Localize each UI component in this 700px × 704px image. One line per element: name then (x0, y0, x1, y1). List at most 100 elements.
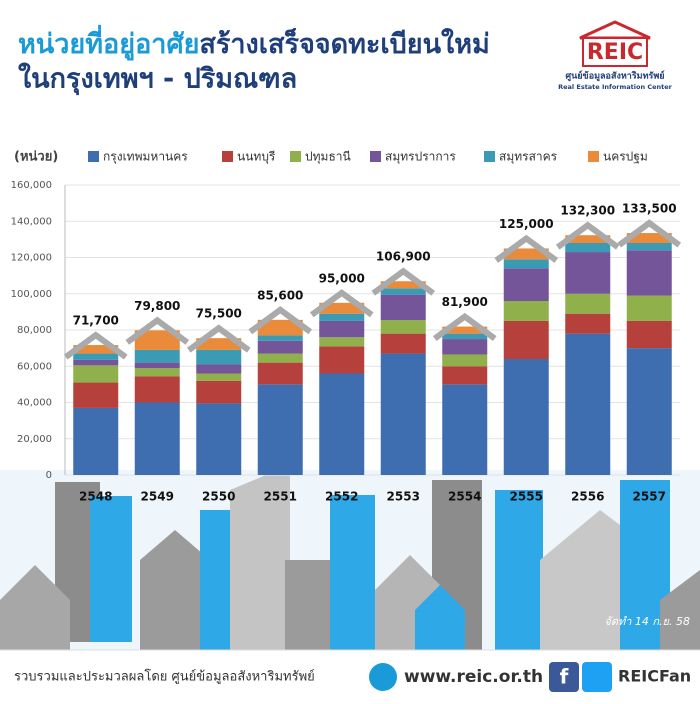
bar-segment (503, 301, 549, 321)
bar-segment (134, 349, 180, 363)
legend-swatch (222, 151, 233, 162)
x-tick-label: 2552 (325, 490, 358, 504)
y-axis-label: (หน่วย) (14, 150, 58, 165)
total-label: 79,800 (134, 299, 180, 313)
y-tick-label: 100,000 (11, 289, 52, 300)
y-tick-label: 140,000 (11, 216, 52, 227)
y-tick-label: 20,000 (17, 434, 52, 445)
total-label: 81,900 (442, 295, 488, 309)
bar-segment (134, 402, 180, 475)
legend-label: ปทุมธานี (305, 150, 351, 165)
bar-segment (73, 345, 119, 354)
facebook-icon[interactable] (549, 662, 579, 692)
bar-segment (319, 337, 365, 347)
bar-segment (319, 373, 365, 475)
legend-swatch (370, 151, 381, 162)
total-label: 75,500 (196, 307, 242, 321)
legend-label: นนทบุรี (237, 150, 276, 165)
title: หน่วยที่อยู่อาศัยสร้างเสร็จจดทะเบียนใหม่ (18, 24, 490, 61)
bar-segment (257, 384, 303, 475)
globe-icon (369, 663, 397, 691)
legend-label: นครปฐม (603, 150, 648, 164)
bar-segment (442, 354, 488, 367)
x-tick-label: 2555 (510, 490, 543, 504)
bar-segment (442, 366, 488, 385)
x-tick-label: 2549 (141, 490, 174, 504)
x-tick-label: 2550 (202, 490, 235, 504)
legend-swatch (588, 151, 599, 162)
bar-segment (73, 382, 119, 408)
bar-segment (380, 353, 426, 475)
bar-segment (565, 333, 611, 475)
bar-segment (626, 250, 672, 296)
bar-segment (503, 268, 549, 301)
bar-segment (565, 243, 611, 253)
title-highlight: หน่วยที่อยู่อาศัย (18, 24, 199, 61)
bar-segment (380, 281, 426, 289)
bar-segment (134, 362, 180, 369)
y-tick-label: 160,000 (11, 180, 52, 191)
title-rest: สร้างเสร็จจดทะเบียนใหม่ (199, 26, 489, 60)
bar-segment (257, 362, 303, 385)
total-label: 95,000 (319, 271, 365, 285)
roof-marker (125, 316, 190, 345)
bar-segment (134, 368, 180, 377)
date-note: จัดทำ 14 ก.ย. 58 (604, 615, 690, 628)
bar-segment (565, 293, 611, 314)
x-tick-label: 2554 (448, 490, 481, 504)
logo-thai: ศูนย์ข้อมูลอสังหาริมทรัพย์ (565, 70, 664, 82)
bar-segment (73, 407, 119, 475)
bar-segment (503, 248, 549, 260)
bar-segment (257, 353, 303, 363)
roof-marker (309, 289, 374, 318)
roof-marker (617, 219, 682, 248)
bar-segment (503, 320, 549, 359)
bar-segment (196, 364, 242, 374)
legend-label: กรุงเทพมหานคร (103, 150, 188, 165)
bar-segment (565, 252, 611, 294)
bar-segment (380, 294, 426, 321)
bar-segment (442, 326, 488, 334)
bar-segment (196, 349, 242, 365)
twitter-icon[interactable] (582, 662, 612, 692)
legend-swatch (484, 151, 495, 162)
roof-marker (494, 234, 559, 263)
title-line2: ในกรุงเทพฯ - ปริมณฑล (18, 63, 297, 96)
total-label: 71,700 (73, 314, 119, 328)
bar-segment (319, 313, 365, 321)
roof-marker (248, 306, 313, 335)
bar-segment (503, 259, 549, 269)
bar-segment (196, 380, 242, 404)
legend-label: สมุทรสาคร (499, 150, 558, 165)
roof-marker (63, 331, 128, 360)
x-tick-label: 2557 (633, 490, 666, 504)
y-tick-label: 40,000 (17, 398, 52, 409)
x-tick-label: 2548 (79, 490, 112, 504)
bar-segment (626, 295, 672, 321)
roof-marker (371, 267, 436, 296)
legend-swatch (290, 151, 301, 162)
bar-segment (503, 359, 549, 475)
bar-segment (626, 320, 672, 349)
website[interactable]: www.reic.or.th (404, 667, 543, 687)
facebook-glyph: f (560, 665, 569, 689)
logo: REIC ศูนย์ข้อมูลอสังหาริมทรัพย์ Real Est… (558, 20, 673, 91)
bar-segment (380, 288, 426, 295)
bar-segment (319, 302, 365, 314)
bar-segment (257, 335, 303, 341)
y-tick-label: 0 (46, 470, 52, 481)
roof-marker (186, 324, 251, 353)
x-tick-label: 2553 (387, 490, 420, 504)
total-label: 106,900 (376, 250, 431, 264)
x-tick-label: 2551 (264, 490, 297, 504)
credit: รวบรวมและประมวลผลโดย ศูนย์ข้อมูลอสังหาริ… (14, 669, 315, 685)
bar-segment (626, 348, 672, 475)
bar-segment (73, 365, 119, 383)
logo-english: Real Estate Information Center (558, 83, 673, 91)
plot: 0 20,000 40,000 60,000 80,000 100,000 120,000 1… (11, 150, 682, 504)
y-tick-label: 60,000 (17, 361, 52, 372)
total-label: 85,600 (257, 288, 303, 302)
y-tick-label: 120,000 (11, 253, 52, 264)
bar-segment (380, 320, 426, 334)
